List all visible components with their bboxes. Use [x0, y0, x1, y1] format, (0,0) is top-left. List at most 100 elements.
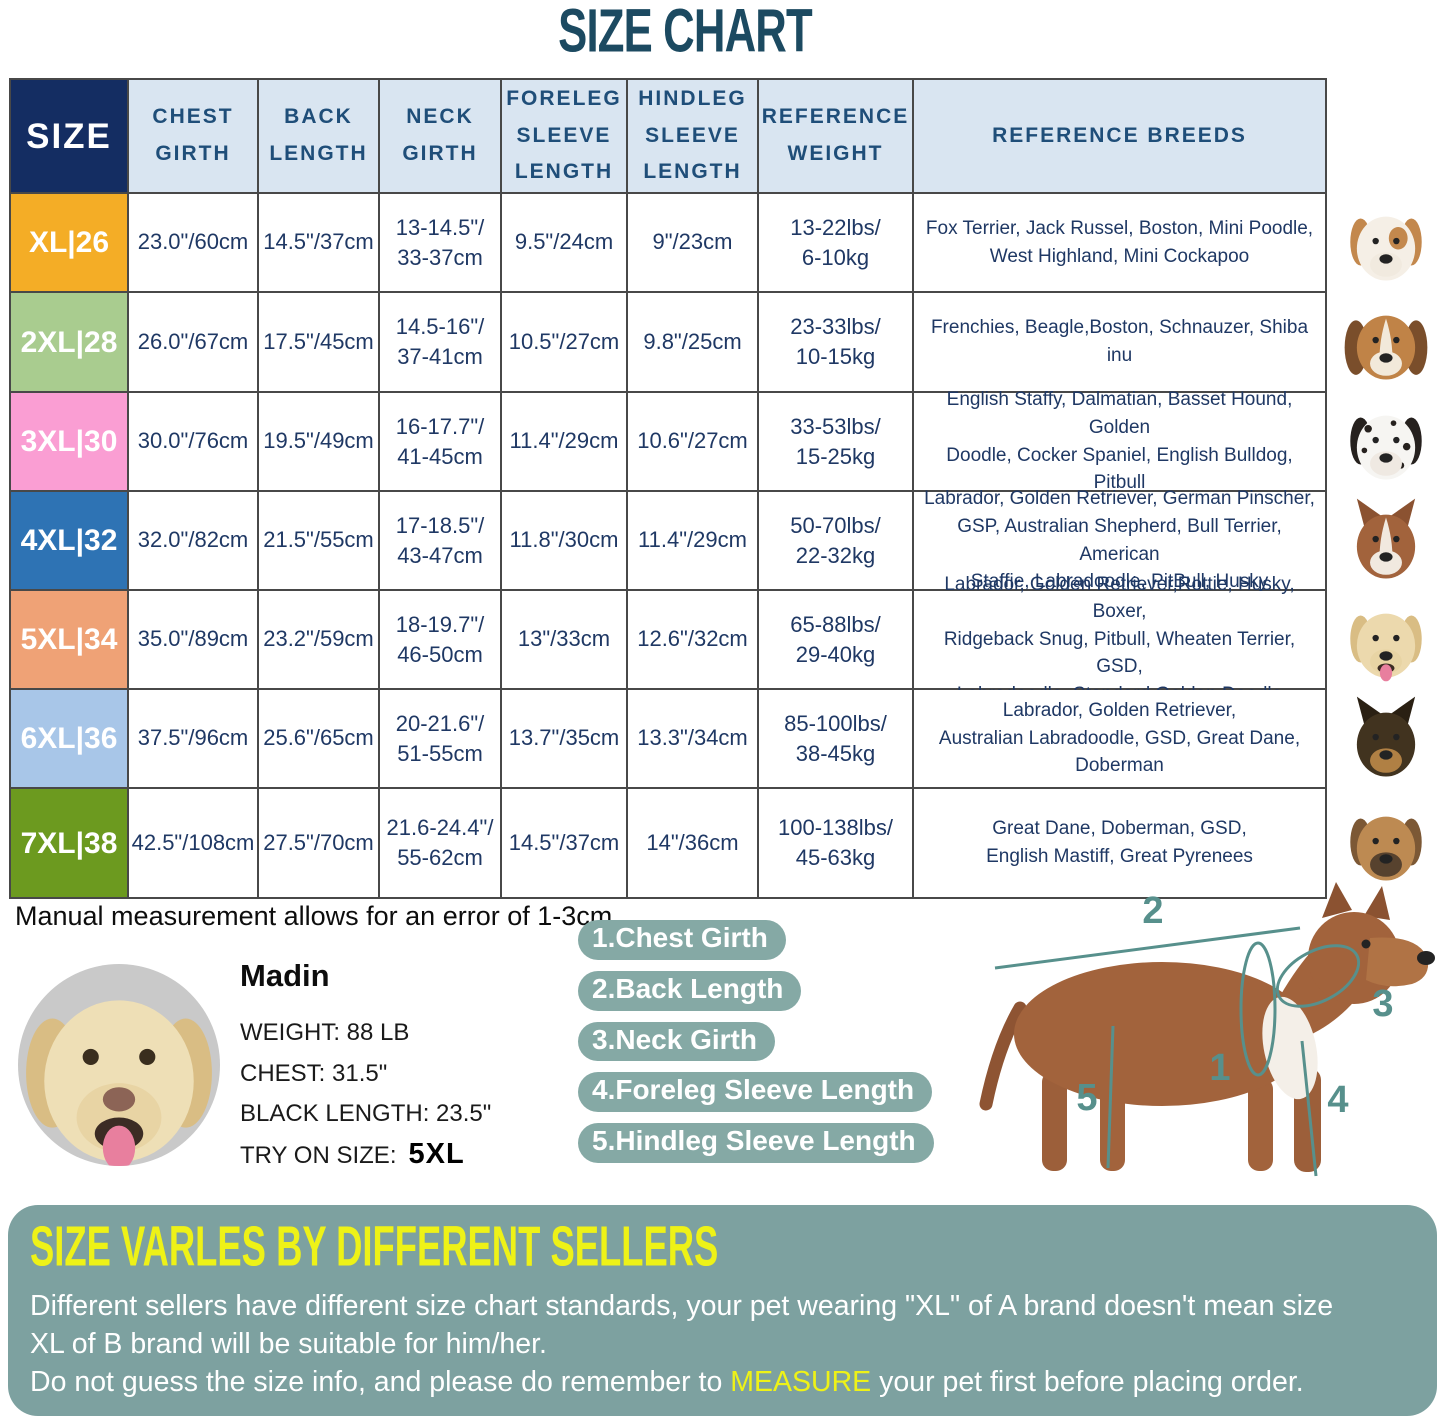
chest-cell: 23.0"/60cm	[129, 194, 259, 293]
hindleg-cell: 12.6"/32cm	[628, 591, 759, 690]
table-header-row: SIZE CHEST GIRTH BACK LENGTH NECK GIRTH FORE…	[11, 80, 1327, 194]
dog-photo-labrador	[1337, 589, 1435, 688]
chest-cell: 35.0"/89cm	[129, 591, 259, 690]
notice-line-3-tail: your pet first before placing order.	[871, 1366, 1304, 1398]
label-hindleg-sleeve: 5.Hindleg Sleeve Length	[578, 1123, 934, 1163]
size-table: SIZE CHEST GIRTH BACK LENGTH NECK GIRTH FORE…	[9, 78, 1327, 899]
label-neck-girth: 3.Neck Girth	[578, 1021, 775, 1062]
dog-photo-amstaff	[1337, 490, 1435, 589]
size-cell: XL|26	[11, 194, 129, 293]
chest-cell: 30.0"/76cm	[129, 393, 259, 492]
breeds-cell: Fox Terrier, Jack Russel, Boston, Mini P…	[914, 194, 1327, 293]
dog-photo-german-shepherd	[1337, 688, 1435, 787]
size-cell: 3XL|30	[11, 393, 129, 492]
foreleg-cell: 13.7"/35cm	[502, 690, 628, 789]
back-length-line	[994, 926, 1301, 970]
neck-cell: 21.6-24.4"/ 55-62cm	[380, 789, 502, 899]
back-cell: 21.5"/55cm	[259, 492, 380, 591]
foreleg-cell: 13"/33cm	[502, 591, 628, 690]
hindleg-cell: 9.8"/25cm	[628, 293, 759, 393]
label-back-length: 2.Back Length	[578, 970, 802, 1011]
model-chest: CHEST: 31.5"	[240, 1060, 388, 1087]
model-weight: WEIGHT: 88 LB	[240, 1019, 410, 1046]
measure-highlight: MEASURE	[730, 1366, 872, 1398]
hindleg-cell: 9"/23cm	[628, 194, 759, 293]
dog-photo-dalmatian	[1337, 391, 1435, 490]
header-back: BACK LENGTH	[259, 80, 380, 194]
breeds-cell: Labrador, Golden Retriever, German Pinsc…	[914, 488, 1327, 592]
header-chest: CHEST GIRTH	[129, 80, 259, 194]
diagram-number-4: 4	[1327, 1079, 1348, 1121]
back-cell: 23.2"/59cm	[259, 591, 380, 690]
chest-girth-line	[1239, 941, 1277, 1077]
weight-cell: 85-100lbs/ 38-45kg	[759, 690, 914, 789]
chest-cell: 26.0"/67cm	[129, 293, 259, 393]
neck-cell: 20-21.6"/ 51-55cm	[380, 690, 502, 789]
neck-girth-line	[1275, 944, 1361, 1008]
diagram-number-5: 5	[1076, 1077, 1097, 1119]
dog-measure-diagram-icon: 2 1 3 4 5	[979, 882, 1435, 1177]
table-row: XL|26 23.0"/60cm 14.5"/37cm 13-14.5"/ 33-37…	[11, 194, 1327, 293]
model-try-on-size: TRY ON SIZE: 5XL	[240, 1138, 465, 1171]
label-foreleg-sleeve: 4.Foreleg Sleeve Length	[578, 1072, 933, 1113]
model-dog-photo	[18, 964, 220, 1166]
size-cell: 7XL|38	[11, 789, 129, 899]
header-foreleg: FORELEG SLEEVE LENGTH	[502, 80, 628, 194]
notice-line-2: XL of B brand will be suitable for him/h…	[30, 1328, 547, 1360]
foreleg-cell: 10.5"/27cm	[502, 293, 628, 393]
back-cell: 19.5"/49cm	[259, 393, 380, 492]
hindleg-cell: 10.6"/27cm	[628, 393, 759, 492]
dog-photo-beagle	[1337, 291, 1435, 391]
weight-cell: 100-138lbs/ 45-63kg	[759, 789, 914, 899]
neck-cell: 14.5-16"/ 37-41cm	[380, 293, 502, 393]
seller-notice-box: SIZE VARLES BY DIFFERENT SELLERS Differe…	[8, 1205, 1437, 1416]
back-cell: 14.5"/37cm	[259, 194, 380, 293]
hindleg-cell: 11.4"/29cm	[628, 492, 759, 591]
weight-cell: 13-22lbs/ 6-10kg	[759, 194, 914, 293]
diagram-number-1: 1	[1209, 1047, 1230, 1089]
try-on-label: TRY ON SIZE:	[240, 1142, 397, 1169]
breeds-cell: English Staffy, Dalmatian, Basset Hound,…	[914, 389, 1327, 493]
size-cell: 2XL|28	[11, 293, 129, 393]
table-row: 5XL|34 35.0"/89cm 23.2"/59cm 18-19.7"/ 46-5…	[11, 574, 1327, 705]
dog-photo-great-dane	[1337, 787, 1435, 897]
model-name: Madin	[240, 958, 330, 993]
breeds-cell: Labrador, Golden Retriever,Rottie, Husky…	[914, 574, 1327, 705]
model-back-length: BLACK LENGTH: 23.5"	[240, 1100, 492, 1127]
weight-cell: 65-88lbs/ 29-40kg	[759, 591, 914, 690]
weight-cell: 23-33lbs/ 10-15kg	[759, 293, 914, 393]
hindleg-cell: 14"/36cm	[628, 789, 759, 899]
size-cell: 4XL|32	[11, 492, 129, 591]
neck-cell: 17-18.5"/ 43-47cm	[380, 492, 502, 591]
diagram-number-2: 2	[1142, 890, 1163, 932]
chest-cell: 37.5"/96cm	[129, 690, 259, 789]
table-row: 2XL|28 26.0"/67cm 17.5"/45cm 14.5-16"/ 37-4…	[11, 293, 1327, 393]
chest-cell: 32.0"/82cm	[129, 492, 259, 591]
notice-body: Different sellers have different size ch…	[30, 1287, 1417, 1401]
measuring-diagram: 2 1 3 4 5	[950, 876, 1445, 1198]
foreleg-cell: 9.5"/24cm	[502, 194, 628, 293]
label-chest-girth: 1.Chest Girth	[578, 920, 786, 960]
diagram-number-3: 3	[1372, 983, 1393, 1025]
breeds-cell: Labrador, Golden Retriever, Australian L…	[914, 690, 1327, 789]
back-cell: 27.5"/70cm	[259, 789, 380, 899]
notice-line-3-text: Do not guess the size info, and please d…	[30, 1366, 731, 1398]
foreleg-line	[1300, 1040, 1318, 1177]
foreleg-cell: 14.5"/37cm	[502, 789, 628, 899]
hindleg-cell: 13.3"/34cm	[628, 690, 759, 789]
hindleg-line	[1106, 1025, 1115, 1169]
foreleg-cell: 11.4"/29cm	[502, 393, 628, 492]
try-on-value: 5XL	[408, 1138, 465, 1170]
header-breeds: REFERENCE BREEDS	[914, 80, 1327, 194]
table-row: 7XL|38 42.5"/108cm 27.5"/70cm 21.6-24.4"/ 5…	[11, 789, 1327, 899]
header-hindleg: HINDLEG SLEEVE LENGTH	[628, 80, 759, 194]
table-row: 4XL|32 32.0"/82cm 21.5"/55cm 17-18.5"/ 43-4…	[11, 488, 1327, 592]
page-title: SIZE CHART	[558, 0, 813, 66]
measurement-labels: 1.Chest Girth 2.Back Length 3.Neck Girth…	[578, 920, 934, 1163]
breeds-cell: Frenchies, Beagle,Boston, Schnauzer, Shi…	[914, 293, 1327, 393]
neck-cell: 13-14.5"/ 33-37cm	[380, 194, 502, 293]
neck-cell: 16-17.7"/ 41-45cm	[380, 393, 502, 492]
notice-title: SIZE VARLES BY DIFFERENT SELLERS	[30, 1215, 719, 1279]
labrador-portrait-icon	[18, 964, 220, 1166]
